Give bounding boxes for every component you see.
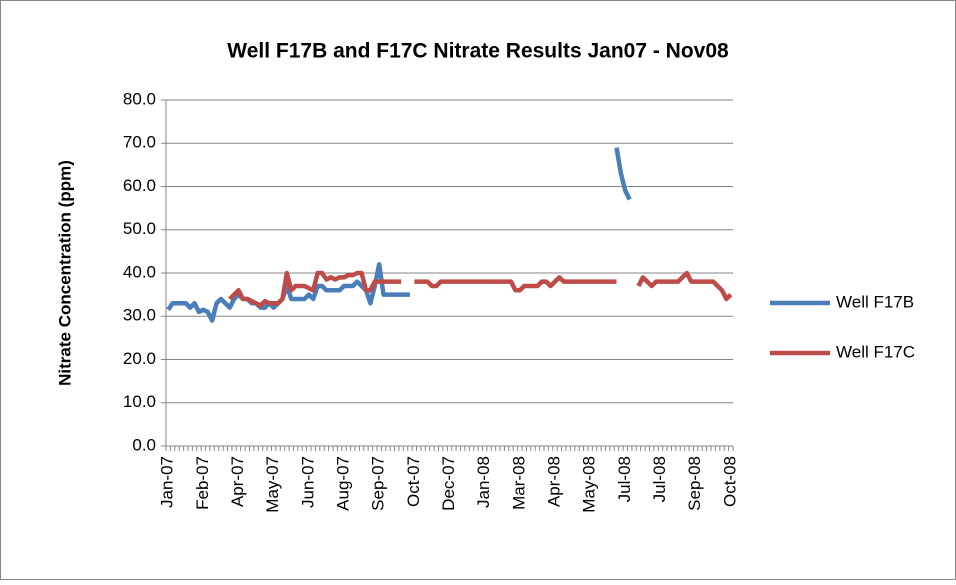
y-tick-label: 30.0 [123,306,156,325]
series-line [166,147,632,323]
x-tick-label: Sep-07 [369,456,388,511]
x-tick-label: Oct-08 [720,456,739,507]
y-tick-label: 20.0 [123,349,156,368]
x-tick-label: Mar-08 [509,456,528,510]
series-line [228,270,733,308]
x-tick-label: Apr-08 [544,456,563,507]
y-tick-label: 50.0 [123,219,156,238]
x-tick-label: Jan-08 [474,456,493,508]
x-tick-label: Sep-08 [685,456,704,511]
y-tick-label: 40.0 [123,262,156,281]
legend-label: Well F17B [836,292,914,311]
y-axis-label: Nitrate Concentration (ppm) [55,160,74,386]
y-tick-label: 10.0 [123,392,156,411]
y-tick-label: 80.0 [123,89,156,108]
x-tick-label: May-07 [263,456,282,513]
y-tick-label: 60.0 [123,176,156,195]
x-tick-label: Aug-07 [333,456,352,511]
legend-label: Well F17C [836,342,915,361]
x-tick-label: Jul-08 [615,456,634,502]
y-tick-label: 70.0 [123,133,156,152]
x-tick-label: Jun-07 [298,456,317,508]
x-tick-label: Apr-07 [228,456,247,507]
x-tick-label: Jul-08 [650,456,669,502]
chart-title: Well F17B and F17C Nitrate Results Jan07… [227,40,729,63]
y-tick-label: 0.0 [132,435,156,454]
x-tick-label: Jan-07 [158,456,177,508]
x-tick-label: Feb-07 [193,456,212,510]
x-tick-label: Oct-07 [404,456,423,507]
x-tick-label: Dec-07 [439,456,458,511]
x-tick-label: May-08 [580,456,599,513]
